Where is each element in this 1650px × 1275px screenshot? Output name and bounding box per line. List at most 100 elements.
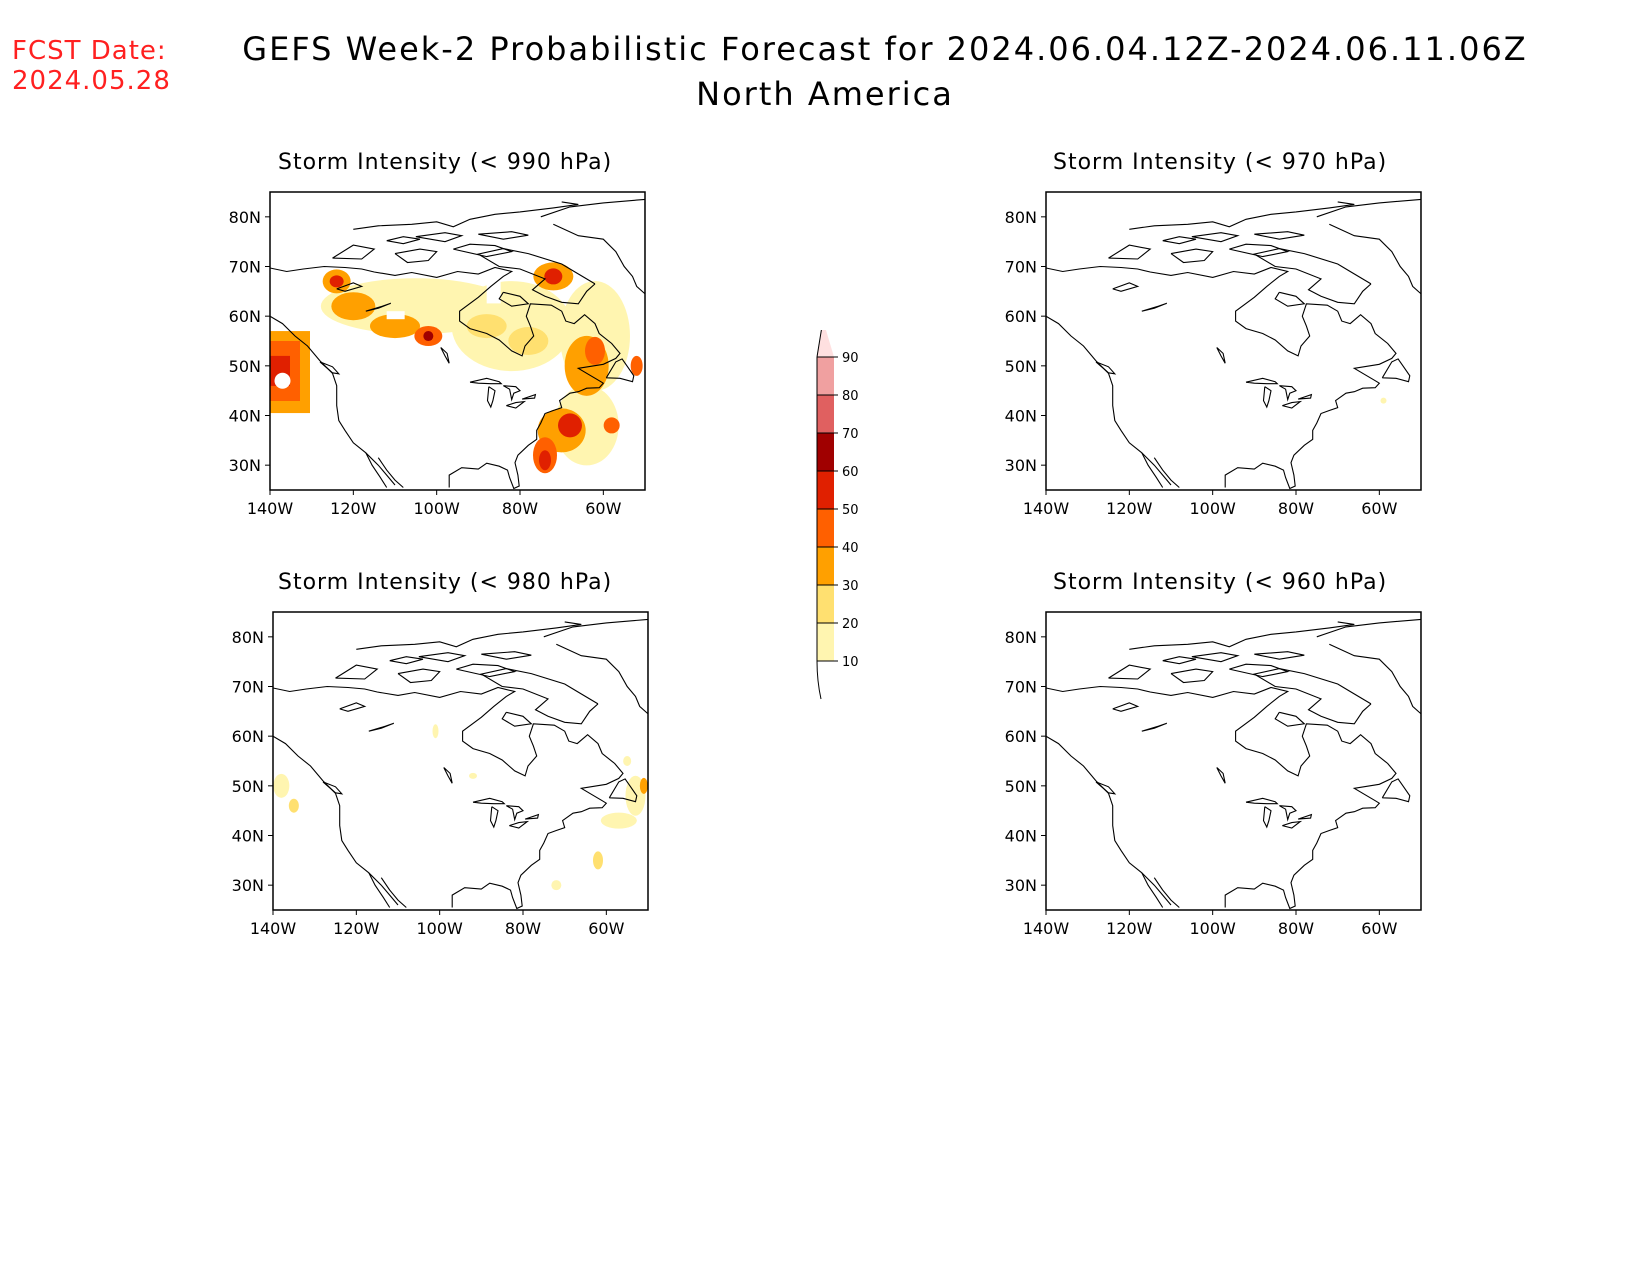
probability-shading [623,756,632,766]
coastline-segment [1262,806,1272,829]
lat-tick-label: 70N [229,258,261,277]
map-frame [1045,611,1422,911]
coastline-segment [368,872,391,908]
coastline-segment [1153,877,1180,908]
coastline-segment [521,393,537,400]
coastline-segment [1229,663,1290,678]
lat-tick-label: 30N [1005,876,1037,895]
coastline-segment [469,377,503,385]
coastline-segment [476,248,596,305]
lat-tick-label: 60N [229,307,261,326]
panel-title-990: Storm Intensity (< 990 hPa) [278,150,613,175]
coastline-segment [556,621,648,715]
coastline-segment [1279,385,1297,402]
lat-tick-label: 40N [1005,827,1037,846]
lon-tick-label: 100W [413,499,460,518]
colorbar-label: 20 [842,617,859,632]
coastline-segment [1191,652,1240,663]
coastline-segment [486,386,496,409]
coastline-segment [1282,400,1303,409]
colorbar-legend: 10 20 30 40 50 60 70 80 90 [816,330,859,700]
coastline-segment [1108,244,1152,260]
lon-tick-label: 140W [247,499,294,518]
coastline-segment [1046,735,1172,906]
lat-tick-label: 60N [232,727,264,746]
map-frame [1045,191,1422,491]
forecast-date-label: FCST Date: [12,36,167,66]
lon-tick-label: 140W [1023,499,1070,518]
coastline-segment [1162,656,1197,665]
coastline-segment [1162,236,1197,245]
coastline-segment [353,201,579,230]
map-frame [269,191,646,491]
coastline-segment [394,248,438,264]
probability-shading [544,268,563,285]
lat-tick-label: 70N [232,678,264,697]
probability-shading [286,286,307,301]
coastline-segment [1329,621,1421,715]
coastline-segment [365,302,392,312]
lon-tick-label: 80W [502,499,538,518]
coastline-segment [335,664,379,680]
coastline-segment [389,656,424,665]
coastline-segment [397,668,441,684]
probability-shading [288,798,299,813]
probability-shading [423,331,434,342]
coastline-segment [319,361,341,375]
coastline-segment [365,452,388,488]
colorbar-label: 80 [842,389,859,404]
lat-tick-label: 80N [1005,628,1037,647]
coastline-segment [356,621,582,650]
coastline-segment [1282,820,1303,829]
coastline-segment [1046,685,1397,910]
lat-tick-label: 60N [1005,307,1037,326]
lon-tick-label: 80W [1278,499,1314,518]
coastline-segment [1254,231,1305,240]
page-subtitle: North America [696,75,954,113]
map-panel-980: 80N 70N 60N 50N 40N 30N 140W 120W 100W 80W 60W [232,611,649,938]
coastline-segment [273,685,624,910]
lat-tick-label: 40N [1005,407,1037,426]
coastline-segment [1141,302,1168,312]
coastline-segment [501,711,533,727]
coastline-segment [472,797,506,805]
coastline-segment [322,781,344,795]
lon-tick-label: 100W [1189,919,1236,938]
coastline-segment [543,618,648,638]
probability-shading [469,772,477,779]
coastline-segment [1245,377,1279,385]
coastline-segment [1191,232,1240,243]
probability-shading [329,275,344,288]
lat-tick-label: 40N [229,407,261,426]
colorbar-segment [817,395,834,433]
lat-tick-label: 30N [229,456,261,475]
coastline-segment [608,778,638,803]
probability-shading [273,773,290,798]
coastline-segment [524,813,540,820]
colorbar-label: 50 [842,503,859,518]
coastline-segment [479,668,599,725]
colorbar-top-cap [817,330,834,357]
lon-tick-label: 80W [505,919,541,938]
coastline-segment [506,805,524,822]
lon-tick-label: 60W [585,499,621,518]
coastline-segment [377,457,404,488]
colorbar-label: 90 [842,351,859,366]
probability-shading [1380,397,1387,404]
coastline-segment [380,877,407,908]
lat-tick-label: 50N [1005,777,1037,796]
coastline-segment [270,265,621,490]
coastline-segment [481,651,532,660]
lat-tick-label: 80N [232,628,264,647]
lon-tick-label: 140W [250,919,297,938]
probability-shading [603,417,620,434]
colorbar-label: 10 [842,655,859,670]
lon-tick-label: 60W [588,919,624,938]
lat-tick-label: 50N [229,357,261,376]
coastline-segment [1216,767,1226,784]
coastline-segment [336,282,364,292]
coastline-layer [1046,618,1421,910]
lon-tick-label: 120W [330,499,377,518]
probability-shading [274,372,291,389]
colorbar-segment [817,623,834,661]
